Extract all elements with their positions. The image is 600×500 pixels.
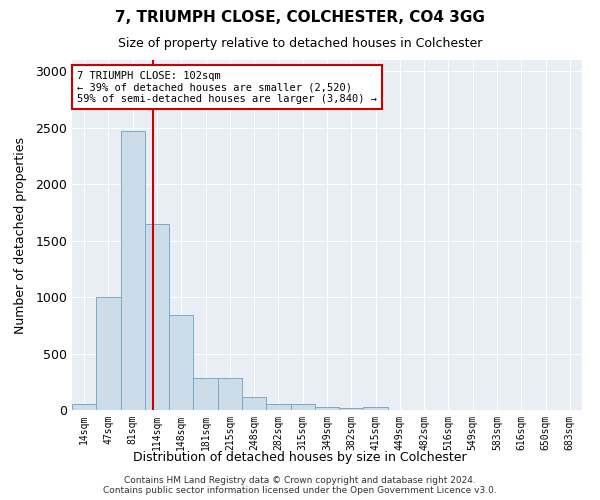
Bar: [145, 224, 169, 410]
Text: 7 TRIUMPH CLOSE: 102sqm
← 39% of detached houses are smaller (2,520)
59% of semi: 7 TRIUMPH CLOSE: 102sqm ← 39% of detache…: [77, 70, 377, 104]
Bar: [266, 404, 290, 410]
Bar: [169, 315, 193, 410]
Text: Contains HM Land Registry data © Crown copyright and database right 2024.
Contai: Contains HM Land Registry data © Crown c…: [103, 476, 497, 495]
Y-axis label: Number of detached properties: Number of detached properties: [14, 136, 27, 334]
Text: Distribution of detached houses by size in Colchester: Distribution of detached houses by size …: [133, 451, 467, 464]
Text: Size of property relative to detached houses in Colchester: Size of property relative to detached ho…: [118, 38, 482, 51]
Bar: [290, 404, 315, 410]
Text: 7, TRIUMPH CLOSE, COLCHESTER, CO4 3GG: 7, TRIUMPH CLOSE, COLCHESTER, CO4 3GG: [115, 10, 485, 25]
Bar: [193, 378, 218, 410]
Bar: [242, 397, 266, 410]
Bar: [72, 404, 96, 410]
Bar: [315, 406, 339, 410]
Bar: [96, 297, 121, 410]
Bar: [121, 131, 145, 410]
Bar: [218, 378, 242, 410]
Bar: [339, 408, 364, 410]
Bar: [364, 407, 388, 410]
